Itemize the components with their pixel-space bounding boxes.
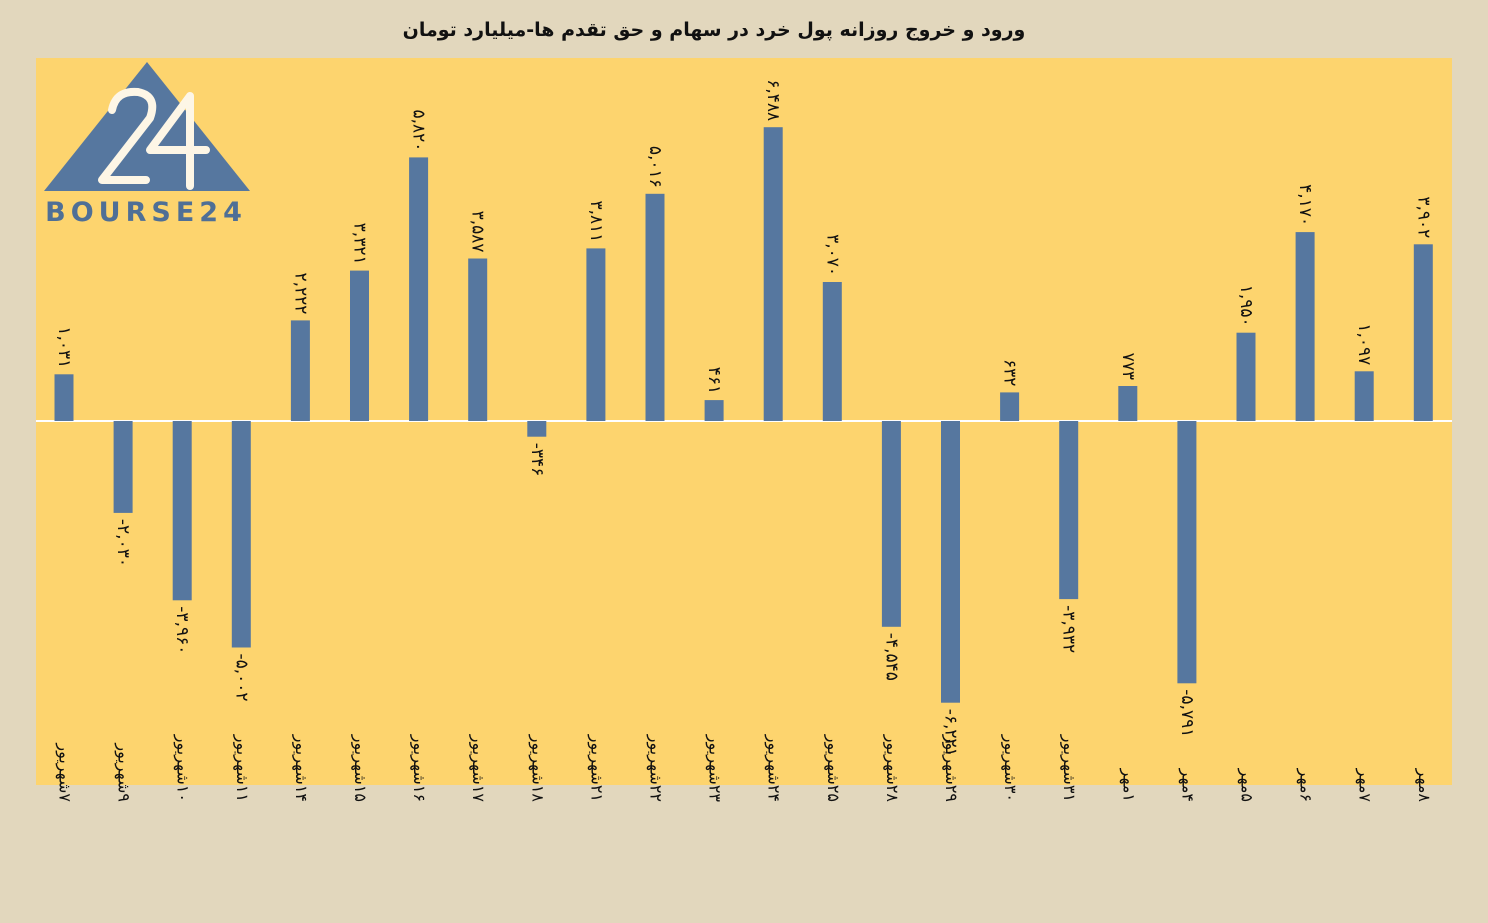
x-tick-label-6: ۱۵شهریور: [350, 734, 370, 802]
x-tick-label-19: ۱مهر: [1118, 768, 1138, 802]
bar-15: [881, 421, 901, 627]
value-label-1: ۱,۰۳۱: [54, 326, 74, 368]
logo-digit-4-icon: [146, 92, 210, 190]
bar-2: [113, 421, 133, 513]
value-label-15: -۴,۵۴۵: [881, 633, 901, 681]
x-tick-label-8: ۱۷شهریور: [468, 734, 488, 803]
x-tick-label-23: ۷مهر: [1355, 768, 1375, 803]
x-tick-label-14: ۲۵شهریور: [823, 734, 843, 802]
value-label-21: ۱,۹۵۰: [1236, 285, 1256, 327]
value-label-19: ۷۷۳: [1118, 353, 1138, 380]
x-tick-label-3: ۱۰شهریور: [173, 734, 193, 802]
value-label-5: ۲,۲۲۲: [290, 272, 310, 314]
bar-8: [468, 258, 488, 421]
x-tick-label-5: ۱۴شهریور: [291, 734, 311, 802]
x-tick-label-20: ۴مهر: [1177, 768, 1197, 802]
value-label-22: ۴,۱۷۰: [1295, 184, 1315, 226]
x-tick-label-21: ۵مهر: [1237, 768, 1257, 802]
bar-series: [54, 127, 1433, 703]
bar-3: [172, 421, 192, 601]
x-axis-tick-labels: ۷شهریور ۹شهریور ۱۰شهریور ۱۱شهریور ۱۴شهریور ۱۵…: [55, 734, 1434, 803]
x-tick-label-16: ۲۹شهریور: [941, 734, 961, 802]
x-tick-label-4: ۱۱شهریور: [232, 734, 252, 802]
value-label-8: ۳,۵۸۷: [468, 211, 488, 253]
bar-23: [1354, 371, 1374, 421]
bourse24-logo: BOURSE24: [44, 62, 250, 228]
bar-18: [1059, 421, 1079, 600]
value-label-24: ۳,۹۰۲: [1413, 196, 1433, 238]
x-tick-label-24: ۸مهر: [1414, 768, 1434, 803]
bar-10: [586, 248, 606, 421]
bar-17: [1000, 392, 1020, 421]
bar-24: [1413, 244, 1433, 421]
x-tick-label-12: ۲۳شهریور: [705, 734, 725, 803]
bar-19: [1118, 386, 1138, 421]
bar-13: [763, 127, 783, 421]
bar-22: [1295, 232, 1315, 421]
value-label-7: ۵,۸۲۰: [409, 109, 429, 151]
value-label-9: -۳۴۶: [527, 443, 547, 477]
value-label-2: -۲,۰۳۰: [113, 519, 133, 567]
value-label-11: ۵,۰۱۶: [645, 146, 665, 188]
x-tick-label-15: ۲۸شهریور: [882, 734, 902, 803]
value-label-13: ۶,۴۸۸: [763, 79, 783, 121]
bar-5: [290, 320, 310, 421]
logo-digit-2-icon: [98, 87, 157, 184]
x-tick-label-18: ۳۱شهریور: [1059, 734, 1079, 802]
bar-11: [645, 193, 665, 421]
value-label-23: ۱,۰۹۷: [1354, 323, 1374, 365]
logo-wordmark: BOURSE24: [45, 197, 247, 228]
value-label-14: ۳,۰۷۰: [822, 234, 842, 276]
data-labels: ۱,۰۳۱ -۲,۰۳۰ -۳,۹۶۰ -۵,۰۰۲ ۲,۲۲۲ ۳,۳۲۱ ۵,۸۲۰ ۳,…: [54, 79, 1433, 757]
bar-16: [941, 421, 960, 703]
bar-7: [409, 157, 429, 421]
value-label-10: ۳,۸۱۱: [586, 200, 606, 242]
value-label-4: -۵,۰۰۲: [231, 654, 251, 702]
value-label-18: -۳,۹۳۲: [1059, 605, 1079, 653]
x-tick-label-10: ۲۱شهریور: [586, 734, 606, 802]
value-label-12: ۴۶۱: [704, 367, 724, 394]
x-tick-label-11: ۲۲شهریور: [646, 734, 666, 802]
value-label-3: -۳,۹۶۰: [172, 606, 192, 654]
x-tick-label-22: ۶مهر: [1296, 768, 1316, 802]
value-label-17: ۶۳۲: [1000, 359, 1020, 386]
bar-4: [231, 421, 251, 648]
bar-6: [350, 270, 369, 421]
chart-title: ورود و خروج روزانه پول خرد در سهام و حق …: [403, 19, 1026, 41]
x-tick-label-17: ۳۰شهریور: [1000, 734, 1020, 802]
value-label-6: ۳,۳۲۱: [350, 223, 370, 265]
x-tick-label-9: ۱۸شهریور: [527, 734, 547, 803]
x-tick-label-7: ۱۶شهریور: [409, 734, 429, 802]
bar-14: [822, 282, 842, 421]
bar-12: [704, 400, 724, 421]
value-label-16: -۶,۲۲۱: [941, 709, 961, 757]
x-tick-label-13: ۲۴شهریور: [764, 734, 784, 802]
bar-1: [54, 374, 74, 421]
bar-21: [1236, 332, 1256, 421]
bar-9: [527, 421, 547, 437]
bar-20: [1177, 421, 1197, 684]
value-label-20: -۵,۷۹۱: [1177, 689, 1197, 737]
x-tick-label-1: ۷شهریور: [55, 742, 75, 802]
x-tick-label-2: ۹شهریور: [114, 742, 134, 802]
